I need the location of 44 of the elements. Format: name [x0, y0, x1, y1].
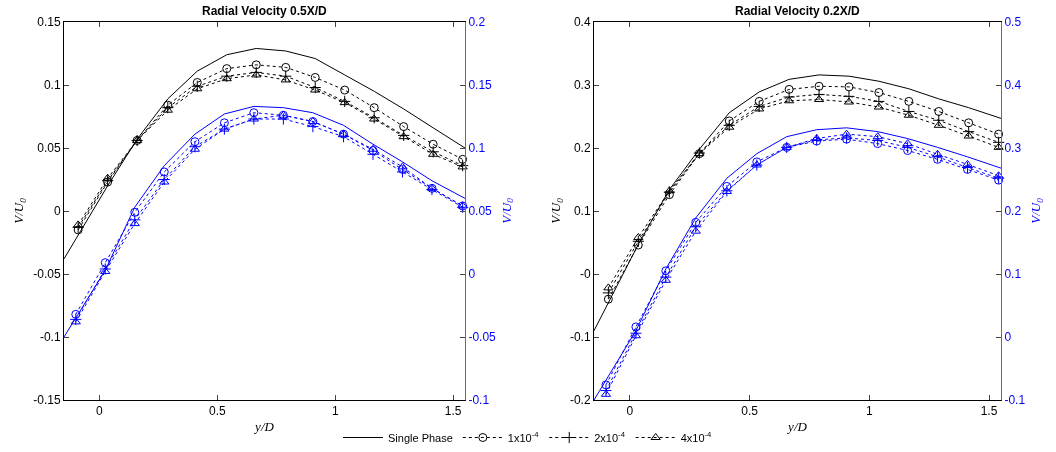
y2-tick-label: 0.5	[1004, 15, 1022, 30]
y2-tick-label: -0.1	[468, 393, 490, 408]
chart-title: Radial Velocity 0.5X/D	[202, 4, 328, 18]
x-tick-label: 1.5	[444, 404, 462, 419]
y-tick-label: -0.1	[39, 330, 61, 345]
x-axis-title: y/D	[253, 419, 275, 434]
x-tick-label: 0	[96, 404, 104, 419]
y2-tick-label: -0.1	[1004, 393, 1026, 408]
y2-tick-label: 0	[1004, 330, 1012, 345]
legend-label: 1x10$^{-4}$	[507, 430, 540, 444]
y2-tick-label: 0.2	[1004, 204, 1022, 219]
y-tick-label: 0.15	[37, 15, 61, 30]
y2-tick-label: 0.05	[468, 204, 493, 219]
y2-tick-label: 0.3	[1004, 141, 1022, 156]
y2-tick-label: 0.1	[1004, 267, 1022, 282]
y-tick-label: -0.2	[569, 393, 591, 408]
x-tick-label: 0.5	[741, 404, 759, 419]
x-tick-label: 1.5	[980, 404, 998, 419]
y-tick-label: -0.05	[33, 267, 61, 282]
y-tick-label: -0.15	[33, 393, 61, 408]
y-tick-label: 0	[53, 204, 61, 219]
y-tick-label: 0.05	[37, 141, 61, 156]
x-tick-label: 0.5	[208, 404, 226, 419]
legend-label: 2x10$^{-4}$	[594, 430, 626, 444]
y-tick-label: -0.1	[569, 330, 591, 345]
y2-tick-label: 0.4	[1004, 78, 1022, 93]
y2-tick-label: 0.15	[468, 78, 493, 93]
x-tick-label: 1	[865, 404, 873, 419]
y-tick-label: 0.1	[573, 204, 591, 219]
y-tick-label: 0.4	[573, 15, 591, 30]
y-tick-label: 0.1	[43, 78, 61, 93]
chart-title: Radial Velocity 0.2X/D	[735, 4, 861, 18]
y2-tick-label: 0	[468, 267, 476, 282]
y2-tick-label: 0.2	[468, 15, 486, 30]
y2-tick-label: 0.1	[468, 141, 486, 156]
y-tick-label: 0.3	[573, 78, 591, 93]
y-tick-label: 0.2	[573, 141, 591, 156]
legend-label: 4x10$^{-4}$	[680, 430, 713, 444]
x-tick-label: 0	[626, 404, 634, 419]
legend-label: Single Phase	[388, 431, 453, 444]
y2-tick-label: -0.05	[468, 330, 497, 345]
x-tick-label: 1	[331, 404, 339, 419]
y-tick-label: -0	[579, 267, 591, 282]
x-axis-title: y/D	[786, 419, 808, 434]
